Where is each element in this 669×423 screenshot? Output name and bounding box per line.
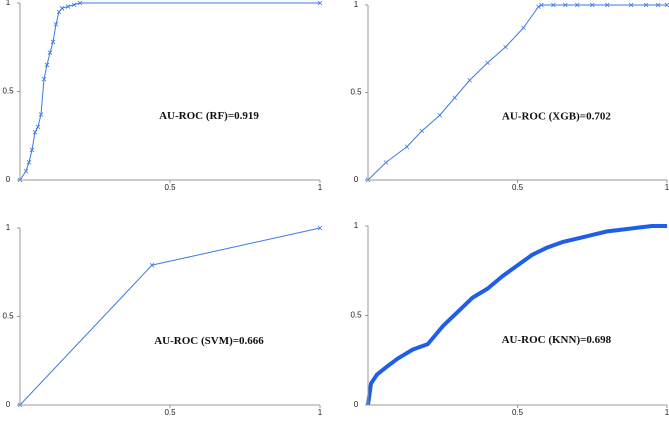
point-marker xyxy=(29,147,35,153)
point-marker xyxy=(643,2,649,8)
point-marker xyxy=(26,160,32,165)
point-marker xyxy=(32,129,38,135)
roc-curve xyxy=(366,224,667,406)
point-marker xyxy=(452,95,457,101)
x-tick-label: 1 xyxy=(318,408,323,417)
point-marker xyxy=(575,2,580,8)
point-marker xyxy=(485,60,490,66)
point-marker xyxy=(317,0,323,6)
y-tick-label: 1 xyxy=(354,0,359,9)
annotation: AU-ROC (KNN)=0.698 xyxy=(502,334,612,346)
point-marker xyxy=(23,168,29,174)
point-marker xyxy=(521,25,526,31)
point-marker xyxy=(604,2,610,8)
x-tick-label: 0.5 xyxy=(164,408,176,417)
y-tick-label: 0 xyxy=(354,175,359,184)
roc-chart: 0 0.5 1 0.5 1 AU-ROC (KNN)=0.698 xyxy=(350,221,669,417)
point-marker xyxy=(53,21,59,27)
point-marker xyxy=(664,2,669,8)
point-marker xyxy=(551,2,556,8)
roc-curve xyxy=(19,2,320,181)
roc-chart: 0 0.5 1 0.5 1 AU-ROC (RF)=0.919 xyxy=(2,0,322,192)
y-tick-label: 0.5 xyxy=(350,88,362,97)
y-tick-label: 0 xyxy=(6,175,11,184)
x-tick-label: 1 xyxy=(665,183,669,192)
point-marker xyxy=(536,4,541,10)
point-marker xyxy=(47,50,53,55)
point-marker xyxy=(149,262,155,268)
point-marker xyxy=(539,2,544,8)
point-marker xyxy=(655,2,661,8)
annotation: AU-ROC (XGB)=0.702 xyxy=(502,111,611,123)
point-marker xyxy=(404,144,410,150)
point-marker xyxy=(589,2,595,8)
point-marker xyxy=(65,4,71,9)
point-marker xyxy=(44,62,50,68)
point-marker xyxy=(41,76,47,82)
y-tick-label: 1 xyxy=(354,221,359,230)
y-tick-label: 1 xyxy=(6,223,11,232)
annotation: AU-ROC (SVM)=0.666 xyxy=(154,335,264,347)
point-marker xyxy=(383,160,389,165)
point-marker xyxy=(77,0,83,6)
point-marker xyxy=(317,225,323,231)
roc-chart: 0 0.5 1 0.5 1 AU-ROC (XGB)=0.702 xyxy=(350,0,669,192)
point-marker xyxy=(71,2,77,8)
point-marker xyxy=(437,112,443,118)
point-marker xyxy=(38,112,44,117)
y-tick-label: 0 xyxy=(6,400,11,409)
roc-chart: 0 0.5 1 0.5 1 AU-ROC (SVM)=0.666 xyxy=(2,223,322,417)
roc-curve xyxy=(19,227,321,406)
y-tick-label: 0.5 xyxy=(2,312,14,321)
point-marker xyxy=(563,2,568,8)
y-tick-label: 0 xyxy=(354,400,359,409)
point-marker xyxy=(419,128,425,134)
point-marker xyxy=(59,6,65,11)
point-marker xyxy=(628,2,634,8)
y-tick-label: 1 xyxy=(6,0,11,7)
x-tick-label: 1 xyxy=(318,183,323,192)
point-marker xyxy=(50,39,56,45)
x-tick-label: 0.5 xyxy=(512,408,524,417)
x-tick-label: 1 xyxy=(665,408,669,417)
y-tick-label: 0.5 xyxy=(350,311,362,320)
point-marker xyxy=(35,124,41,130)
annotation: AU-ROC (RF)=0.919 xyxy=(159,110,259,122)
roc-curve xyxy=(367,4,667,181)
x-tick-label: 0.5 xyxy=(512,183,524,192)
x-tick-label: 0.5 xyxy=(164,183,176,192)
y-tick-label: 0.5 xyxy=(2,87,14,96)
point-marker xyxy=(467,77,472,83)
point-marker xyxy=(503,44,508,50)
